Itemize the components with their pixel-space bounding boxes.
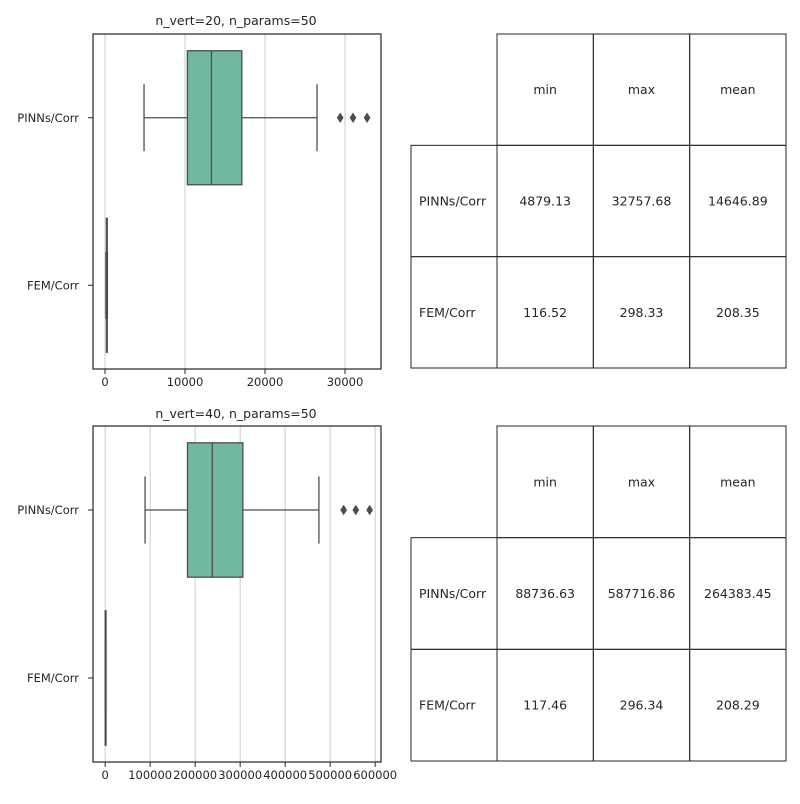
table-cell-value: 14646.89 [708,194,768,209]
y-tick-label: PINNs/Corr [17,111,79,125]
table-cell-value: 88736.63 [515,586,575,601]
plot-frame [92,425,382,763]
table-column-header: mean [720,82,755,97]
stats-table-1: min max mean PINNs/Corr 4879.13 32757.68 14646… [410,33,787,369]
outlier-point [336,112,344,123]
box-pinns-corr [186,50,243,186]
x-tick-label: 30000 [327,375,364,389]
table-cell [689,648,787,762]
table-column-header: max [628,82,655,97]
x-tick-label: 0 [101,375,108,389]
boxplot-panel-2: n_vert=40, n_params=50 PINNs/Corr FEM/Cor… [17,406,397,782]
table-row-label: PINNs/Corr [419,586,487,601]
x-tick-label: 600000 [353,768,397,782]
x-tick-label: 0 [101,768,108,782]
table-row-label: FEM/Corr [419,698,476,713]
outlier-point [363,112,371,123]
table-column-header: max [628,474,655,489]
table-column-header: min [533,82,557,97]
table-cell-value: 117.46 [523,698,567,713]
table-column-header: min [533,474,557,489]
outlier-point [352,504,360,516]
plot-area-2: PINNs/Corr FEM/Corr 0 100000 200000 300000 400… [17,425,397,782]
outlier-point [340,504,348,516]
plot-frame [92,33,382,370]
chart-title-1: n_vert=20, n_params=50 [155,13,316,28]
table-column-header: mean [720,474,755,489]
table-cell-value: 264383.45 [704,586,772,601]
table-cell-value: 208.35 [716,305,760,320]
table-cell [689,256,787,369]
x-tick-label: 200000 [173,768,217,782]
x-tick-label: 300000 [218,768,262,782]
table-cell-value: 208.29 [716,698,760,713]
table-row-label: PINNs/Corr [419,194,487,209]
y-tick-label: FEM/Corr [27,278,79,292]
outlier-point [349,112,357,123]
table-cell-value: 587716.86 [608,586,676,601]
chart-title-2: n_vert=40, n_params=50 [155,406,316,421]
y-tick-label: PINNs/Corr [17,503,79,517]
table-row-label: FEM/Corr [419,305,476,320]
x-tick-label: 500000 [308,768,352,782]
table-cell-value: 298.33 [620,305,664,320]
table-cell-value: 32757.68 [612,194,672,209]
boxplot-panel-1: n_vert=20, n_params=50 PINNs/Corr FEM/Cor… [17,13,382,389]
box-pinns-corr [186,442,244,578]
outlier-point [366,504,373,516]
table-cell-value: 116.52 [523,305,567,320]
y-tick-label: FEM/Corr [27,671,79,685]
stats-table-2: min max mean PINNs/Corr 88736.63 587716.86 264… [410,425,787,762]
table-cell-value: 4879.13 [519,194,571,209]
x-tick-label: 10000 [167,375,204,389]
plot-area-1: PINNs/Corr FEM/Corr 0 10000 20000 30000 [17,33,382,389]
x-tick-label: 400000 [263,768,307,782]
x-tick-label: 20000 [247,375,284,389]
table-cell-value: 296.34 [620,698,664,713]
x-tick-label: 100000 [128,768,172,782]
